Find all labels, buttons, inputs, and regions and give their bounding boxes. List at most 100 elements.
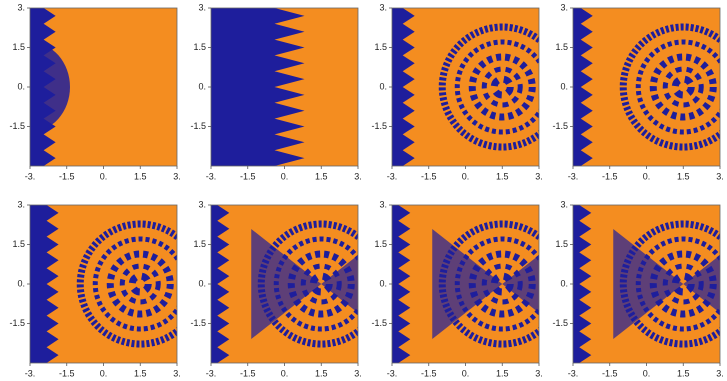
y-tick-label: 1.5 (555, 239, 568, 249)
fractal-region (613, 229, 720, 339)
fractal-ring (490, 75, 514, 99)
y-tick-label: 3. (560, 199, 568, 209)
x-tick-label: 3. (716, 171, 724, 181)
plot-area (30, 205, 177, 363)
plot-area (573, 205, 720, 363)
x-tick-label: -3. (568, 171, 579, 181)
y-tick-label: 3. (198, 2, 206, 12)
fractal-region (573, 8, 593, 166)
fractal-ring (468, 53, 536, 121)
x-tick-label: 3. (535, 171, 543, 181)
y-tick-label: -1.5 (9, 318, 25, 328)
fractal-ring (257, 220, 358, 348)
fractal-region (30, 205, 59, 363)
panel: -3. -1.5 0. 1.5 3. -1.5 0. 1.5 3. (371, 2, 543, 181)
fractal-ring (619, 220, 720, 348)
y-tick-label: 1.5 (193, 239, 206, 249)
x-tick-label: 3. (354, 171, 362, 181)
x-tick-label: -3. (387, 171, 398, 181)
fractal-ring (649, 53, 717, 121)
plot-area (211, 205, 358, 363)
x-tick-label: -1.5 (240, 368, 256, 378)
x-tick-label: -3. (25, 171, 36, 181)
y-tick-label: 3. (379, 199, 387, 209)
fractal-ring (662, 66, 704, 108)
fractal-ring (119, 263, 161, 305)
y-tick-label: -1.5 (9, 121, 25, 131)
plot-area (392, 8, 539, 166)
y-tick-label: 0. (198, 278, 206, 288)
y-tick-label: -1.5 (190, 121, 206, 131)
fractal-region (432, 229, 539, 339)
x-tick-label: -1.5 (602, 368, 618, 378)
fractal-ring (454, 39, 539, 135)
y-tick-label: 0. (560, 278, 568, 288)
x-tick-label: -3. (206, 368, 217, 378)
y-tick-label: 0. (17, 81, 25, 91)
panel: -3. -1.5 0. 1.5 3. -1.5 0. 1.5 3. (190, 199, 362, 378)
panel: -3. -1.5 0. 1.5 3. -1.5 0. 1.5 3. (371, 199, 543, 378)
fractal-ring (671, 75, 695, 99)
plot-area (211, 8, 358, 166)
x-tick-label: 3. (354, 368, 362, 378)
y-tick-label: 1.5 (12, 239, 25, 249)
y-tick-label: 1.5 (374, 42, 387, 52)
background (392, 8, 539, 166)
x-tick-label: 0. (643, 368, 651, 378)
x-tick-label: 1.5 (134, 171, 147, 181)
fractal-ring (635, 39, 720, 135)
fractal-region (251, 229, 358, 339)
y-tick-label: 3. (17, 199, 25, 209)
x-tick-label: 0. (281, 368, 289, 378)
panel: -3. -1.5 0. 1.5 3. -1.5 0. 1.5 3. (9, 2, 180, 181)
x-tick-label: 1.5 (496, 171, 509, 181)
fractal-ring (106, 250, 174, 318)
y-tick-label: -1.5 (371, 121, 387, 131)
x-tick-label: -1.5 (240, 171, 256, 181)
fractal-ring (92, 236, 177, 332)
panel: -3. -1.5 0. 1.5 3. -1.5 0. 1.5 3. (552, 199, 723, 378)
y-tick-label: 1.5 (12, 42, 25, 52)
y-tick-label: 0. (560, 81, 568, 91)
x-tick-label: 0. (100, 171, 108, 181)
x-tick-label: 1.5 (134, 368, 147, 378)
y-tick-label: 0. (379, 81, 387, 91)
x-tick-label: 1.5 (496, 368, 509, 378)
plot-area (392, 205, 539, 363)
y-tick-label: -1.5 (552, 318, 568, 328)
x-tick-label: 0. (462, 368, 470, 378)
x-tick-label: -3. (25, 368, 36, 378)
x-tick-label: 0. (100, 368, 108, 378)
fractal-ring (438, 23, 539, 151)
x-tick-label: 0. (462, 171, 470, 181)
x-tick-label: 3. (173, 368, 181, 378)
y-tick-label: 1.5 (193, 42, 206, 52)
x-tick-label: -3. (387, 368, 398, 378)
fractal-ring (76, 220, 177, 348)
fractal-ring (619, 23, 720, 151)
x-tick-label: -1.5 (602, 171, 618, 181)
y-tick-label: -1.5 (190, 318, 206, 328)
y-tick-label: 0. (198, 81, 206, 91)
x-tick-label: -1.5 (421, 171, 437, 181)
panel: -3. -1.5 0. 1.5 3. -1.5 0. 1.5 3. (9, 199, 181, 378)
x-tick-label: 0. (643, 171, 651, 181)
x-tick-label: -3. (568, 368, 579, 378)
y-tick-label: -1.5 (552, 121, 568, 131)
y-tick-label: 3. (17, 2, 25, 12)
x-tick-label: 3. (535, 368, 543, 378)
x-tick-label: 1.5 (315, 368, 328, 378)
x-tick-label: 0. (281, 171, 289, 181)
fractal-region (211, 205, 230, 363)
plot-area (573, 8, 720, 166)
fractal-region (392, 8, 415, 166)
fractal-region (392, 205, 411, 363)
fractal-ring (128, 272, 152, 296)
y-tick-label: -1.5 (371, 318, 387, 328)
x-tick-label: 1.5 (315, 171, 328, 181)
fractal-region (30, 42, 70, 132)
x-tick-label: -1.5 (59, 171, 75, 181)
x-tick-label: -1.5 (421, 368, 437, 378)
